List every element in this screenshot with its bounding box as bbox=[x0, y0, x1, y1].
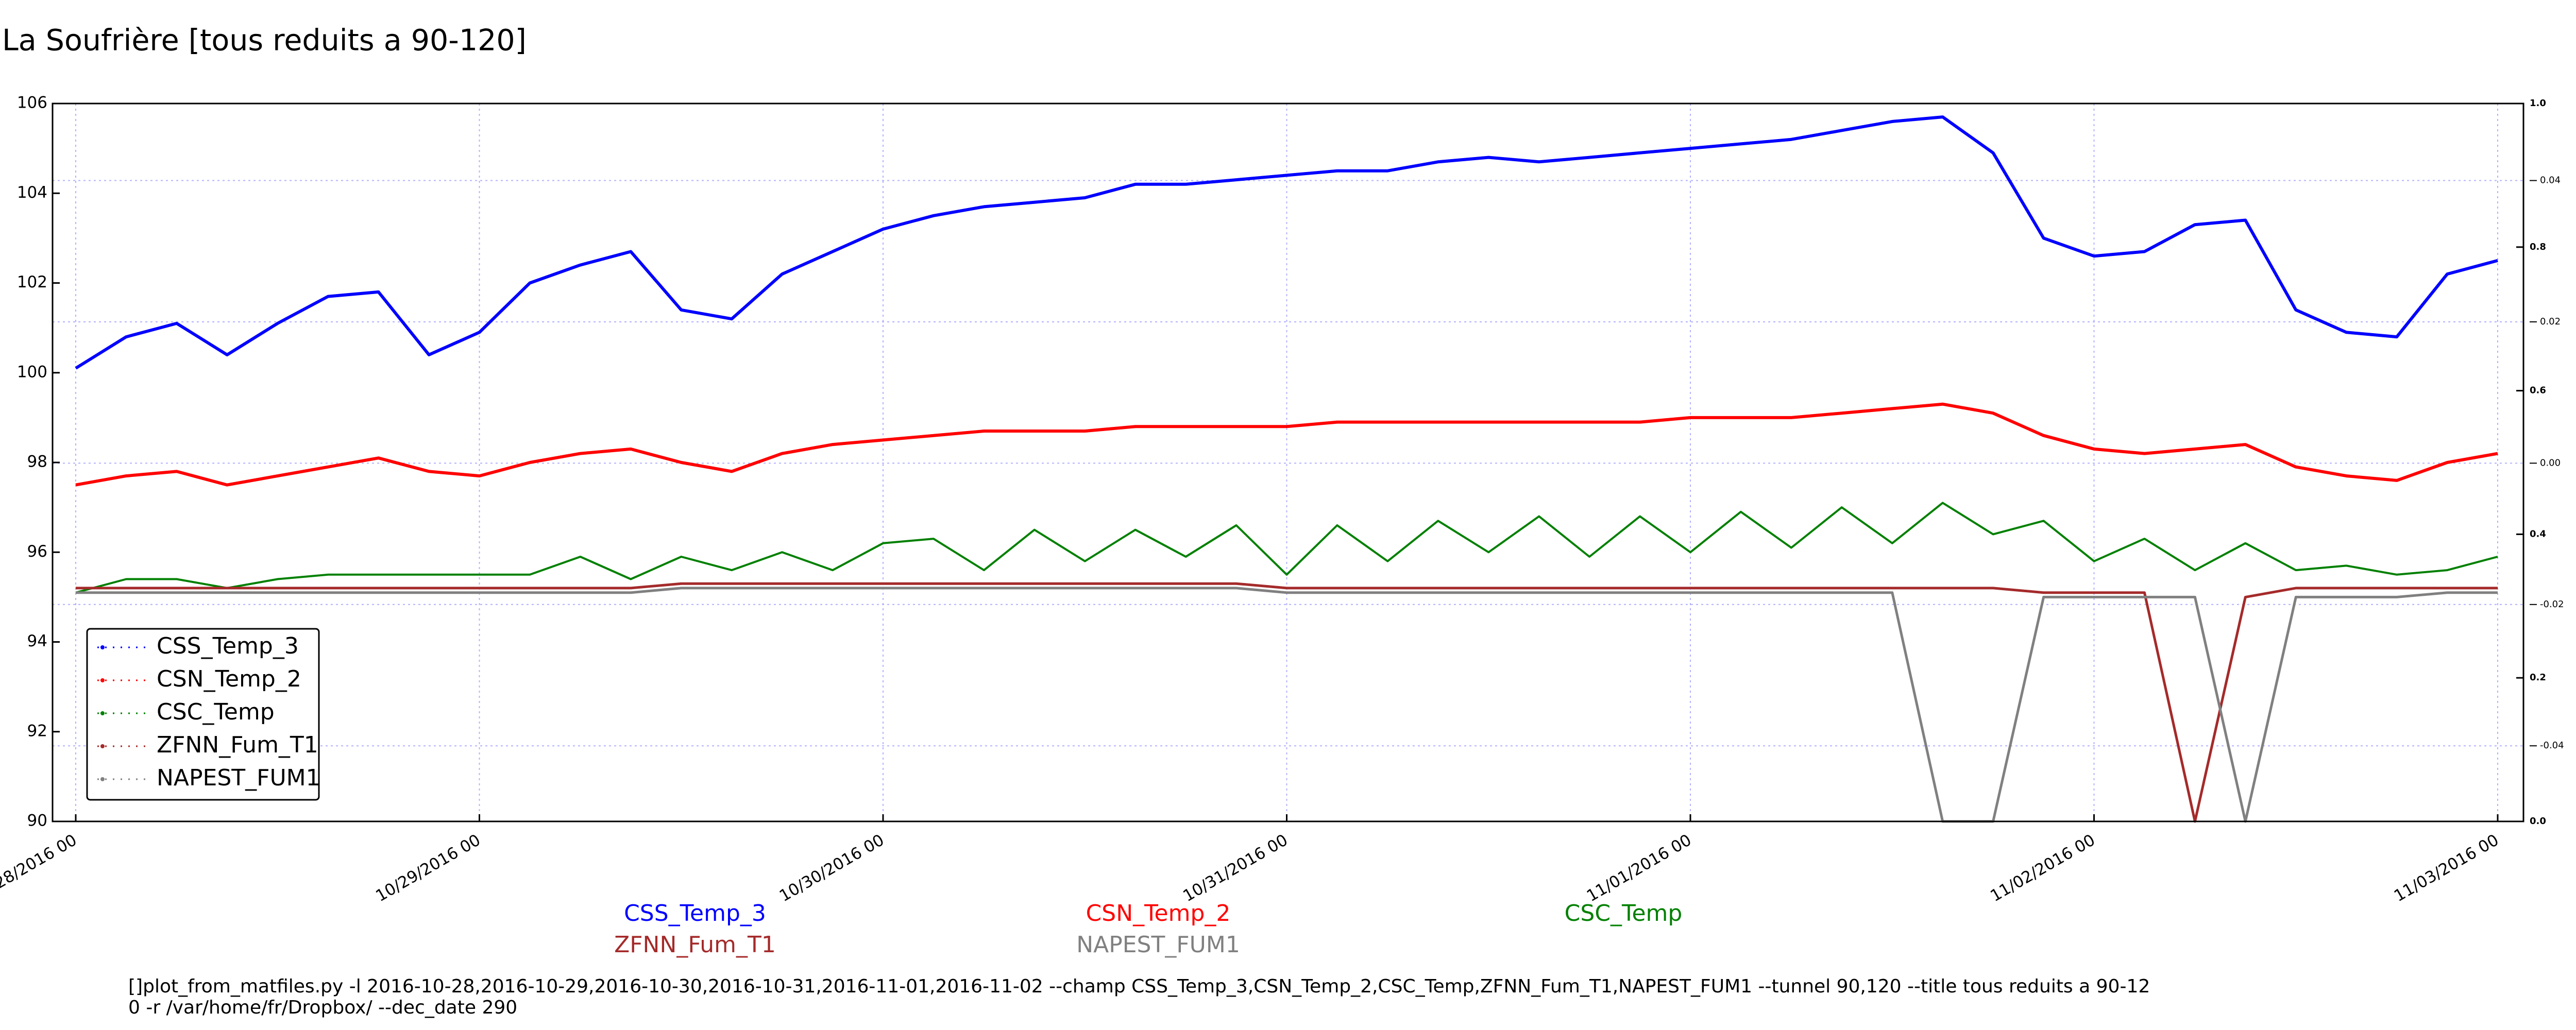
y-tick-label: 98 bbox=[27, 453, 47, 471]
y-tick-label: 96 bbox=[27, 542, 47, 561]
y2-tick-label: 0.2 bbox=[2530, 672, 2546, 683]
series-line bbox=[76, 587, 2498, 823]
legend-marker bbox=[100, 645, 105, 649]
x-tick-label: 10/30/2016 00 bbox=[776, 831, 887, 905]
series-line bbox=[75, 115, 2498, 370]
series-caption: ZFNN_Fum_T1 bbox=[614, 932, 776, 958]
chart-title: La Soufrière [tous reduits a 90-120] bbox=[2, 24, 527, 58]
y3-tick-label: -0.02 bbox=[2540, 599, 2564, 610]
y2-tick-label: 1.0 bbox=[2530, 98, 2546, 109]
legend-box bbox=[86, 628, 320, 801]
x-tick-label: 10/29/2016 00 bbox=[372, 831, 483, 905]
legend-label: CSC_Temp bbox=[157, 699, 275, 725]
series-caption: CSS_Temp_3 bbox=[624, 900, 766, 926]
x-tick-label: 11/03/2016 00 bbox=[2391, 831, 2502, 905]
legend-label: ZFNN_Fum_T1 bbox=[157, 732, 318, 758]
legend-marker bbox=[100, 777, 105, 781]
series-caption: NAPEST_FUM1 bbox=[1076, 932, 1240, 958]
series-line bbox=[75, 502, 2498, 594]
x-tick-label: 11/02/2016 00 bbox=[1987, 831, 2098, 905]
plot-lines bbox=[75, 115, 2498, 823]
plot-frame bbox=[52, 102, 2524, 822]
y-tick-label: 100 bbox=[17, 363, 47, 381]
legend-marker bbox=[100, 678, 105, 682]
x-tick-label: 11/01/2016 00 bbox=[1584, 831, 1694, 905]
y-tick-label: 90 bbox=[27, 812, 47, 830]
y2-tick-label: 0.8 bbox=[2530, 242, 2546, 252]
x-tick-label: 10/28/2016 00 bbox=[0, 831, 80, 905]
footer-command: 0 -r /var/home/fr/Dropbox/ --dec_date 29… bbox=[128, 997, 517, 1018]
y2-tick-label: 0.4 bbox=[2530, 528, 2546, 539]
y3-tick-label: 0.00 bbox=[2540, 457, 2561, 468]
y-tick-label: 104 bbox=[17, 183, 47, 202]
y3-tick-label: 0.04 bbox=[2540, 175, 2561, 186]
y-tick-label: 106 bbox=[17, 94, 47, 112]
y2-tick-label: 0.0 bbox=[2530, 816, 2546, 827]
series-line bbox=[76, 582, 2498, 823]
legend-marker bbox=[100, 711, 105, 715]
series-caption: CSN_Temp_2 bbox=[1086, 900, 1231, 926]
y3-tick-label: -0.04 bbox=[2540, 740, 2564, 751]
series-line bbox=[75, 402, 2498, 487]
y-tick-label: 102 bbox=[17, 273, 47, 291]
y-tick-label: 94 bbox=[27, 632, 47, 650]
series-caption: CSC_Temp bbox=[1565, 900, 1683, 926]
footer-command: []plot_from_matfiles.py -l 2016-10-28,20… bbox=[128, 976, 2150, 997]
legend-marker bbox=[100, 744, 105, 748]
y3-tick-label: 0.02 bbox=[2540, 316, 2561, 327]
x-tick-label: 10/31/2016 00 bbox=[1180, 831, 1291, 905]
y-tick-label: 92 bbox=[27, 722, 47, 740]
y2-tick-label: 0.6 bbox=[2530, 385, 2546, 396]
legend-label: CSS_Temp_3 bbox=[157, 633, 299, 659]
legend-label: CSN_Temp_2 bbox=[157, 666, 301, 692]
legend-label: NAPEST_FUM1 bbox=[157, 765, 320, 791]
